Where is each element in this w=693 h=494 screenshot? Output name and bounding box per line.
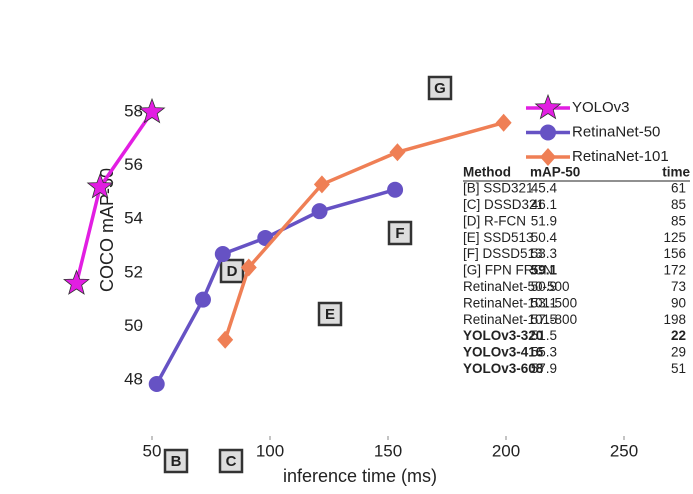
point — [140, 99, 165, 123]
table-cell: 73 — [671, 279, 686, 294]
table-cell: 172 — [663, 263, 686, 278]
table-cell: 85 — [671, 213, 686, 228]
annotation: F — [395, 225, 404, 242]
point — [536, 95, 561, 119]
point — [312, 203, 328, 219]
series-line — [157, 190, 395, 384]
table-cell: 59.1 — [531, 263, 558, 278]
y-tick-label: 56 — [124, 155, 143, 174]
chart: inference time (ms) COCO mAP-50 50100150… — [0, 0, 693, 494]
point — [540, 125, 556, 141]
table-cell: RetinaNet-101-500 — [463, 295, 577, 310]
table-cell: 57.9 — [531, 361, 557, 376]
table-cell: 51.5 — [531, 328, 557, 343]
table-header: Method — [463, 165, 511, 180]
table-cell: 22 — [671, 328, 686, 343]
table-cell: [D] R-FCN — [463, 213, 526, 228]
point — [217, 331, 233, 349]
table-cell: 29 — [671, 345, 686, 360]
table-cell: 50.4 — [531, 230, 558, 245]
y-tick-label: 54 — [124, 209, 143, 228]
table-cell: 53.1 — [531, 295, 557, 310]
table-cell: 53.3 — [531, 246, 557, 261]
table-cell: 85 — [671, 197, 686, 212]
x-axis-label: inference time (ms) — [283, 466, 437, 486]
table-cell: 198 — [663, 312, 686, 327]
point — [387, 182, 403, 198]
annotation: G — [434, 80, 446, 97]
table-cell: 45.4 — [531, 181, 558, 196]
y-tick-label: 52 — [124, 262, 143, 281]
legend-label: RetinaNet-50 — [572, 123, 660, 140]
table-cell: 156 — [663, 246, 686, 261]
legend-label: RetinaNet-101 — [572, 148, 669, 165]
table-cell: [B] SSD321 — [463, 181, 534, 196]
x-tick-label: 250 — [610, 441, 638, 460]
annotation: D — [227, 263, 238, 280]
annotation: E — [325, 306, 335, 323]
x-tick-label: 150 — [374, 441, 402, 460]
x-tick-label: 200 — [492, 441, 520, 460]
table-header: time — [662, 165, 690, 180]
x-tick-label: 50 — [143, 441, 162, 460]
table-cell: 51 — [671, 361, 686, 376]
y-tick-label: 48 — [124, 369, 143, 388]
point — [215, 246, 231, 262]
table-cell: 55.3 — [531, 345, 557, 360]
annotation: C — [226, 453, 237, 470]
x-tick-label: 100 — [256, 441, 284, 460]
point — [64, 271, 89, 295]
table-cell: 61 — [671, 181, 686, 196]
table-cell: 51.9 — [531, 213, 557, 228]
table-cell: 125 — [663, 230, 686, 245]
table-cell: RetinaNet-101-800 — [463, 312, 577, 327]
table-cell: 90 — [671, 295, 686, 310]
y-tick-label: 50 — [124, 316, 143, 335]
table-cell: 57.5 — [531, 312, 557, 327]
point — [496, 114, 512, 132]
table-cell: [E] SSD513 — [463, 230, 534, 245]
table-header: mAP-50 — [530, 165, 580, 180]
point — [389, 143, 405, 161]
table-cell: 50.9 — [531, 279, 557, 294]
point — [195, 292, 211, 308]
table-cell: 46.1 — [531, 197, 557, 212]
annotation: B — [171, 453, 182, 470]
point — [149, 376, 165, 392]
y-tick-label: 58 — [124, 101, 143, 120]
point — [540, 148, 556, 166]
legend-label: YOLOv3 — [572, 99, 630, 116]
